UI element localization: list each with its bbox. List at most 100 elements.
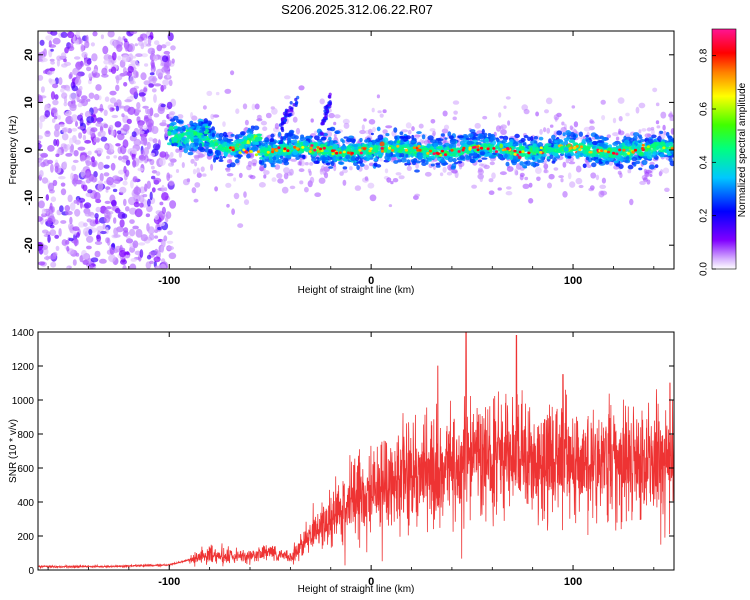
heatmap-cell bbox=[193, 198, 199, 203]
heatmap-cell bbox=[50, 196, 57, 202]
heatmap-cell bbox=[557, 139, 564, 143]
heatmap-cell bbox=[626, 145, 633, 150]
heatmap-cell bbox=[500, 124, 507, 130]
heatmap-cell bbox=[137, 167, 144, 172]
heatmap-cell bbox=[377, 134, 384, 140]
heatmap-cell bbox=[138, 242, 146, 246]
heatmap-cell bbox=[342, 118, 350, 125]
heatmap-cell bbox=[578, 184, 584, 189]
heatmap-cell bbox=[163, 235, 168, 242]
heatmap-cell bbox=[417, 145, 421, 148]
heatmap-cell bbox=[667, 135, 673, 139]
heatmap-cell bbox=[222, 121, 226, 127]
heatmap-cell bbox=[322, 170, 327, 176]
heatmap-cell bbox=[426, 143, 431, 148]
heatmap-cell bbox=[59, 205, 64, 213]
heatmap-cell bbox=[65, 110, 72, 117]
heatmap-cell bbox=[84, 211, 92, 217]
heatmap-cell bbox=[261, 142, 266, 147]
heatmap-cell bbox=[84, 110, 92, 118]
heatmap-cell bbox=[342, 150, 346, 154]
heatmap-cell bbox=[94, 150, 98, 154]
heatmap-cell bbox=[71, 114, 78, 122]
heatmap-cell bbox=[619, 172, 623, 179]
heatmap-cell bbox=[238, 139, 243, 143]
heatmap-cell bbox=[43, 70, 48, 74]
heatmap-cell bbox=[138, 155, 146, 161]
heatmap-cell bbox=[375, 142, 380, 146]
heatmap-cell bbox=[405, 153, 409, 158]
heatmap-cell bbox=[69, 137, 74, 146]
heatmap-cell bbox=[536, 176, 541, 182]
heatmap-cell bbox=[123, 198, 127, 207]
heatmap-cell bbox=[303, 147, 308, 151]
heatmap-cell bbox=[127, 106, 136, 115]
heatmap-cell bbox=[388, 204, 393, 208]
heatmap-cell bbox=[429, 128, 436, 132]
heatmap-cell bbox=[615, 163, 620, 167]
heatmap-cell bbox=[430, 119, 436, 124]
heatmap-cell bbox=[326, 162, 331, 166]
snr-y-tick-label: 200 bbox=[17, 532, 34, 543]
heatmap-cell bbox=[491, 172, 496, 179]
heatmap-cell bbox=[523, 135, 529, 139]
heatmap-cell bbox=[638, 167, 643, 171]
heatmap-cell bbox=[79, 200, 83, 209]
heatmap-cell bbox=[599, 184, 607, 189]
heatmap-cell bbox=[161, 55, 169, 63]
heatmap-cell bbox=[129, 219, 135, 225]
heatmap-cell bbox=[154, 40, 160, 46]
heatmap-cell bbox=[475, 141, 482, 146]
heatmap-cell bbox=[342, 166, 348, 170]
heatmap-cell bbox=[547, 182, 552, 189]
heatmap-cell bbox=[115, 105, 120, 112]
heatmap-cell bbox=[52, 83, 59, 89]
heatmap-cell bbox=[47, 217, 53, 224]
heatmap-cell bbox=[558, 175, 564, 179]
heatmap-cell bbox=[350, 156, 356, 162]
heatmap-cell bbox=[277, 178, 284, 184]
heatmap-cell bbox=[129, 87, 138, 95]
heatmap-cell bbox=[52, 179, 58, 187]
heatmap-cell bbox=[553, 148, 559, 153]
heatmap-cell bbox=[89, 264, 94, 269]
heatmap-cell bbox=[509, 154, 514, 161]
heatmap-cell bbox=[414, 169, 420, 173]
heatmap-cell bbox=[146, 158, 152, 162]
heatmap-cell bbox=[129, 228, 136, 237]
heatmap-cell bbox=[86, 116, 95, 124]
heatmap-cell bbox=[214, 142, 219, 146]
heatmap-cell bbox=[206, 90, 213, 96]
heatmap-x-tick-label: 100 bbox=[564, 275, 582, 287]
heatmap-cell bbox=[63, 61, 72, 66]
heatmap-cell bbox=[295, 127, 301, 135]
heatmap-cell bbox=[116, 130, 122, 135]
heatmap-cell bbox=[78, 38, 83, 44]
heatmap-cell bbox=[82, 184, 88, 192]
heatmap-cell bbox=[590, 172, 597, 179]
snr-x-ticks: -100 0 100 bbox=[47, 332, 655, 588]
heatmap-cell bbox=[97, 161, 104, 171]
heatmap-cell bbox=[160, 245, 164, 253]
heatmap-cell bbox=[368, 119, 376, 125]
heatmap-cell bbox=[249, 150, 253, 154]
heatmap-cell bbox=[113, 227, 119, 236]
heatmap-cell bbox=[161, 119, 167, 124]
heatmap-cell bbox=[427, 159, 432, 162]
heatmap-cell bbox=[130, 60, 139, 65]
heatmap-cell bbox=[585, 156, 590, 161]
heatmap-cell bbox=[436, 152, 440, 156]
heatmap-cell bbox=[181, 162, 185, 168]
heatmap-cell bbox=[154, 235, 159, 239]
heatmap-cell bbox=[309, 162, 314, 166]
heatmap-cell bbox=[97, 108, 105, 111]
heatmap-cell bbox=[122, 230, 129, 237]
heatmap-cell bbox=[194, 182, 201, 188]
heatmap-cell bbox=[649, 174, 653, 177]
heatmap-cell bbox=[563, 147, 569, 152]
heatmap-cell bbox=[404, 162, 408, 166]
heatmap-cell bbox=[380, 147, 384, 150]
heatmap-cell bbox=[149, 260, 154, 265]
heatmap-cell bbox=[202, 105, 207, 110]
